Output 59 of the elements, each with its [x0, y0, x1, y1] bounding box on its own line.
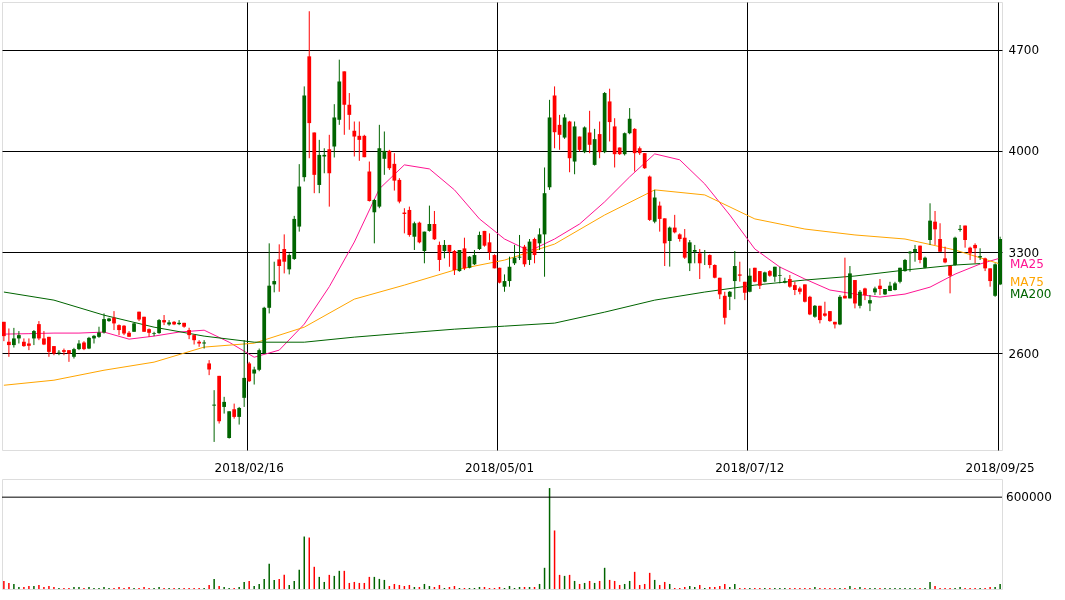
candlestick — [247, 361, 252, 383]
candlestick — [737, 261, 742, 283]
candlestick — [12, 327, 16, 349]
candlestick — [873, 286, 877, 296]
candlestick — [192, 333, 196, 345]
candlestick — [853, 279, 857, 309]
candlestick — [152, 331, 156, 337]
candlestick — [988, 267, 992, 288]
candlestick — [702, 249, 707, 266]
line-series — [3, 189, 1001, 386]
y-tick-label: 3300 — [1008, 245, 1040, 260]
candlestick — [938, 222, 942, 253]
candlestick — [267, 242, 272, 314]
candlestick — [607, 88, 612, 142]
candlestick — [622, 132, 627, 156]
candlestick — [37, 320, 41, 341]
candlestick — [933, 210, 937, 246]
x-tick-label: 2018/02/16 — [214, 460, 284, 475]
candlestick — [868, 294, 872, 312]
y-tick-label: 4000 — [1008, 144, 1040, 159]
candlestick — [722, 291, 727, 325]
text: 600000 — [1006, 490, 1052, 505]
candlestick — [187, 327, 191, 340]
candlestick — [858, 289, 862, 309]
x-tick-label: 2018/05/01 — [464, 460, 535, 475]
candlestick — [352, 121, 357, 157]
candlestick — [973, 242, 977, 264]
candlestick — [627, 107, 632, 135]
series-label: MA25 — [1010, 257, 1044, 272]
candlestick — [782, 277, 787, 284]
candlestick — [202, 339, 207, 350]
candlestick — [277, 243, 282, 293]
y-tick-label: 2600 — [1008, 346, 1040, 361]
candlestick — [727, 290, 732, 311]
candlestick — [948, 265, 952, 294]
candlestick — [943, 246, 947, 264]
candlestick — [32, 329, 36, 346]
candlestick — [682, 228, 687, 260]
candlestick — [207, 359, 212, 376]
candlestick — [212, 389, 217, 443]
candlestick — [958, 224, 962, 233]
candlestick — [697, 248, 702, 280]
candlestick — [913, 244, 917, 263]
line-series — [3, 153, 1001, 358]
candlestick — [667, 226, 672, 268]
candlestick — [17, 330, 21, 344]
candlestick — [167, 319, 171, 327]
x-tick-label: 2018/07/12 — [715, 460, 785, 475]
candlestick — [968, 246, 972, 261]
candlestick — [692, 244, 697, 264]
candlestick — [928, 202, 932, 246]
candlestick — [347, 92, 352, 131]
x-tick-label: 2018/09/25 — [965, 460, 1035, 475]
candlestick — [272, 261, 277, 293]
candlestick — [7, 327, 11, 358]
y-tick-label: 4700 — [1008, 43, 1040, 58]
candlestick — [112, 310, 116, 331]
candlestick — [327, 134, 332, 208]
candlestick — [878, 278, 882, 296]
